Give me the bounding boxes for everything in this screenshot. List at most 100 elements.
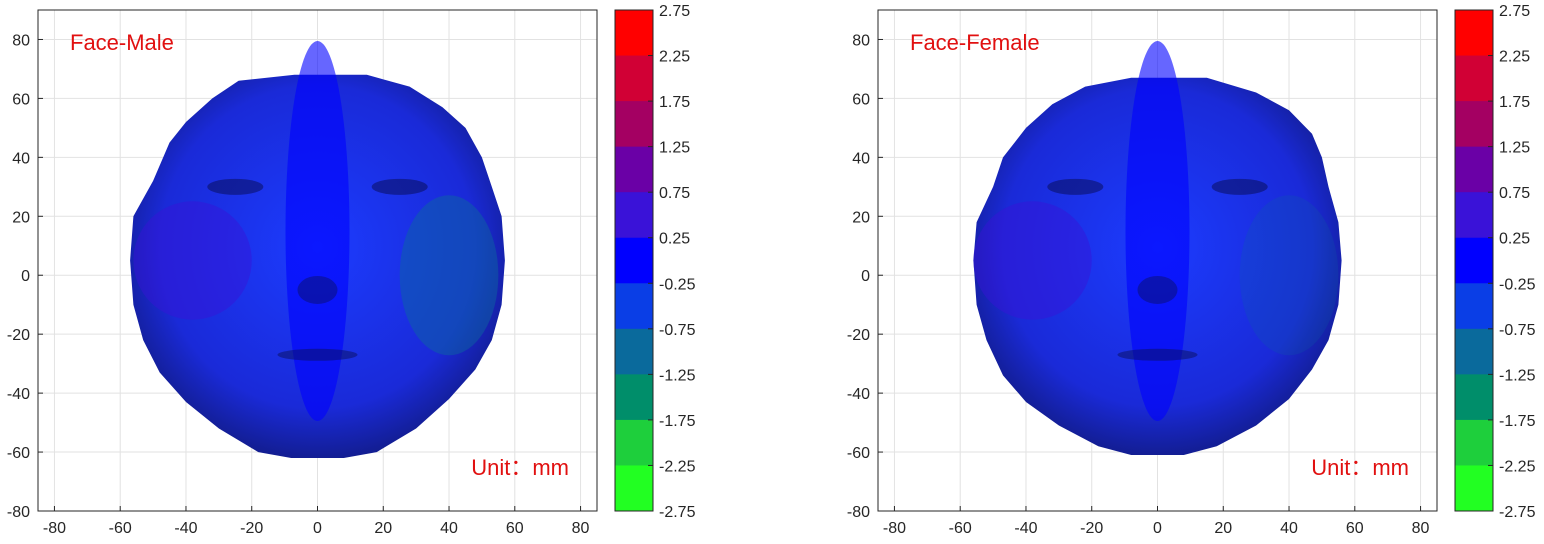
chart-title: Face-Male <box>70 30 174 55</box>
colorbar-tick-label: -1.75 <box>659 413 696 430</box>
colorbar-tick-label: 2.75 <box>1499 3 1530 20</box>
x-tick-label: 0 <box>1153 520 1162 537</box>
x-tick-label: 40 <box>440 520 458 537</box>
unit-annotation: Unit：mm <box>471 455 569 480</box>
y-tick-label: 20 <box>852 209 870 226</box>
colorbar-tick-label: 0.75 <box>659 185 690 202</box>
y-tick-label: -80 <box>847 504 870 521</box>
colorbar-band <box>615 55 653 102</box>
y-tick-label: -60 <box>7 445 30 462</box>
colorbar-tick-label: -2.25 <box>659 458 696 475</box>
x-tick-label: -20 <box>1080 520 1103 537</box>
left-eye-shadow <box>207 178 264 195</box>
unit-annotation: Unit：mm <box>1311 455 1409 480</box>
colorbar-band <box>615 374 653 421</box>
y-tick-label: 40 <box>12 150 30 167</box>
colorbar-band <box>615 192 653 239</box>
heat-region-center <box>1125 41 1190 422</box>
y-tick-label: 0 <box>861 268 870 285</box>
x-tick-label: -80 <box>883 520 906 537</box>
colorbar-tick-label: 1.75 <box>659 94 690 111</box>
heat-region-right <box>399 195 499 356</box>
colorbar-tick-label: 2.75 <box>659 3 690 20</box>
colorbar-tick-label: -0.75 <box>1499 322 1536 339</box>
colorbar-band <box>1455 465 1493 512</box>
right-eye-shadow <box>371 178 428 195</box>
mouth-shadow <box>1117 348 1198 361</box>
colorbar-band <box>1455 10 1493 57</box>
y-tick-label: -20 <box>847 327 870 344</box>
colorbar-band <box>615 10 653 57</box>
colorbar-frame <box>1454 9 1494 512</box>
x-tick-label: 60 <box>506 520 524 537</box>
colorbar-tick-label: 2.25 <box>659 49 690 66</box>
y-tick-label: -60 <box>847 445 870 462</box>
colorbar-band <box>1455 55 1493 102</box>
x-tick-label: -40 <box>174 520 197 537</box>
colorbar-band <box>1455 101 1493 148</box>
colorbar-band <box>1455 192 1493 239</box>
colorbar-band <box>1455 419 1493 466</box>
x-tick-label: 60 <box>1346 520 1364 537</box>
colorbar-band <box>615 465 653 512</box>
colorbar-band <box>615 283 653 330</box>
colorbar-band <box>1455 283 1493 330</box>
y-tick-label: 0 <box>21 268 30 285</box>
x-tick-label: 80 <box>1412 520 1430 537</box>
colorbar-tick-label: -0.75 <box>659 322 696 339</box>
colorbar-tick-label: 1.25 <box>1499 140 1530 157</box>
heat-region-center <box>285 41 350 422</box>
colorbar-tick-label: -2.25 <box>1499 458 1536 475</box>
y-tick-label: 20 <box>12 209 30 226</box>
heat-region-right <box>1239 195 1339 356</box>
x-tick-label: 40 <box>1280 520 1298 537</box>
y-tick-label: -80 <box>7 504 30 521</box>
x-tick-label: 20 <box>1214 520 1232 537</box>
chart-panel-1: -80 -60 -40 -20 0 20 40 60 80 -80 -60 -40 -20 0 20 40 60… <box>7 3 696 537</box>
left-eye-shadow <box>1047 178 1104 195</box>
x-tick-label: 80 <box>572 520 590 537</box>
colorbar-tick-label: 0.25 <box>659 231 690 248</box>
colorbar-tick-label: -1.25 <box>1499 367 1536 384</box>
x-tick-label: -60 <box>949 520 972 537</box>
nose-shadow <box>1137 275 1178 304</box>
colorbar-tick-label: 2.25 <box>1499 49 1530 66</box>
y-tick-label: 40 <box>852 150 870 167</box>
nose-shadow <box>297 275 338 304</box>
x-tick-label: 0 <box>313 520 322 537</box>
y-tick-label: -20 <box>7 327 30 344</box>
colorbar-band <box>615 419 653 466</box>
colorbar-tick-label: 1.25 <box>659 140 690 157</box>
colorbar-band <box>615 328 653 375</box>
colorbar-tick-label: -0.25 <box>659 276 696 293</box>
heat-region-left <box>133 201 252 320</box>
colorbar-band <box>615 101 653 148</box>
colorbar-band <box>615 237 653 284</box>
colorbar-tick-label: 0.25 <box>1499 231 1530 248</box>
x-tick-label: 20 <box>374 520 392 537</box>
x-tick-label: -20 <box>240 520 263 537</box>
right-eye-shadow <box>1211 178 1268 195</box>
chart-title: Face-Female <box>910 30 1040 55</box>
colorbar-tick-label: -2.75 <box>659 504 696 521</box>
colorbar-tick-label: -0.25 <box>1499 276 1536 293</box>
x-tick-label: -80 <box>43 520 66 537</box>
mouth-shadow <box>277 348 358 361</box>
colorbar-band <box>615 146 653 193</box>
y-tick-label: 80 <box>852 32 870 49</box>
colorbar-band <box>1455 328 1493 375</box>
colorbar-tick-label: -1.25 <box>659 367 696 384</box>
y-tick-label: -40 <box>7 386 30 403</box>
x-tick-label: -60 <box>109 520 132 537</box>
colorbar-band <box>1455 146 1493 193</box>
heat-region-left <box>973 201 1092 320</box>
colorbar-band <box>1455 374 1493 421</box>
x-tick-label: -40 <box>1014 520 1037 537</box>
colorbar-tick-label: 0.75 <box>1499 185 1530 202</box>
y-tick-label: -40 <box>847 386 870 403</box>
colorbar-frame <box>614 9 654 512</box>
colorbar-band <box>1455 237 1493 284</box>
colorbar-tick-label: 1.75 <box>1499 94 1530 111</box>
y-tick-label: 80 <box>12 32 30 49</box>
